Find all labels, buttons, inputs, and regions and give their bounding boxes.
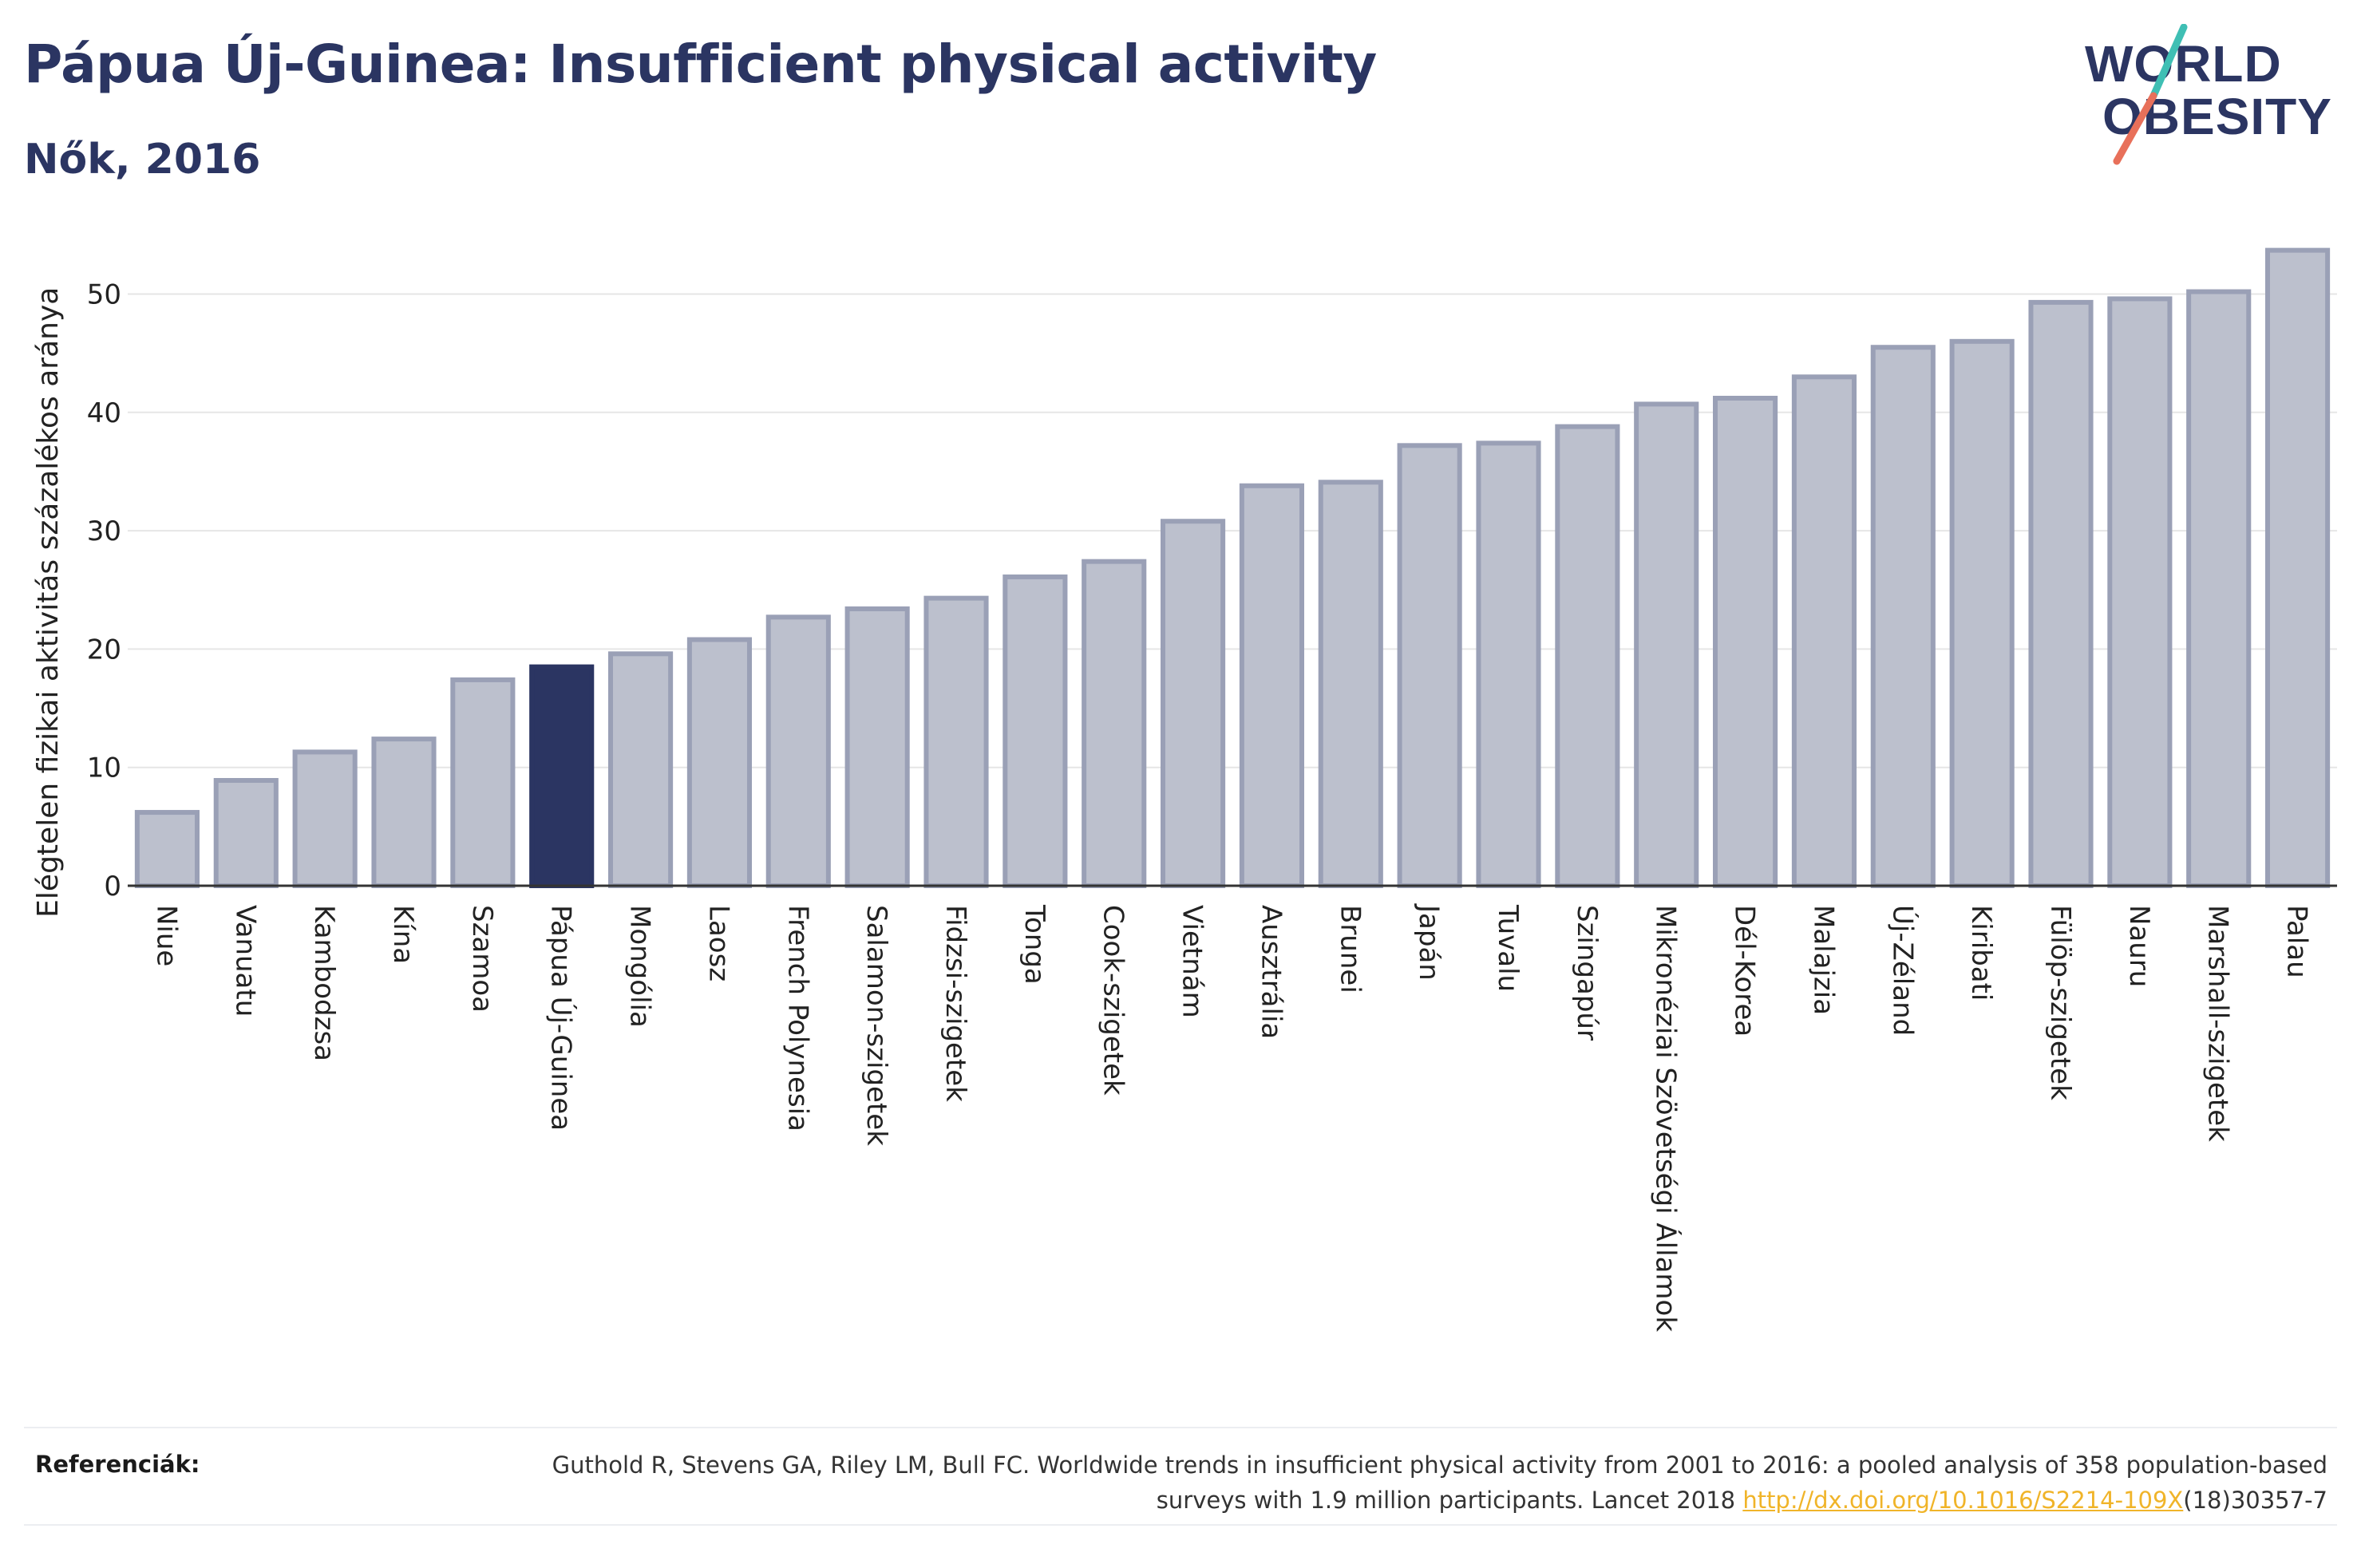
bar xyxy=(1239,483,1304,888)
bar xyxy=(292,749,358,889)
x-tick-label: Vanuatu xyxy=(229,905,261,1017)
x-tick-label: Fülöp-szigetek xyxy=(2044,905,2076,1100)
x-tick-label: Japán xyxy=(1413,903,1445,981)
x-tick-label: Laosz xyxy=(702,905,734,981)
logo-slash-bottom xyxy=(2113,92,2157,165)
y-tick-label: 0 xyxy=(104,871,121,902)
bar xyxy=(450,677,516,888)
bar xyxy=(923,595,989,888)
x-tick-label: Pápua Új-Guinea xyxy=(545,905,578,1131)
x-tick-label: Cook-szigetek xyxy=(1097,905,1129,1096)
x-tick-label: Brunei xyxy=(1334,905,1366,993)
x-tick-label: French Polynesia xyxy=(781,905,813,1132)
bar xyxy=(1870,345,1936,888)
x-tick-label: Új-Zéland xyxy=(1886,905,1919,1036)
x-tick-label: Kiribati xyxy=(1965,905,1997,1001)
reference-doi-link[interactable]: http://dx.doi.org/10.1016/S2214-109X xyxy=(1742,1487,2184,1514)
bar xyxy=(1318,480,1383,888)
references-text: Guthold R, Stevens GA, Riley LM, Bull FC… xyxy=(492,1448,2327,1518)
y-tick-label: 20 xyxy=(87,634,121,666)
chart-subtitle: Nők, 2016 xyxy=(24,136,261,184)
bar xyxy=(1161,519,1226,889)
bar xyxy=(213,778,279,888)
y-tick-label: 40 xyxy=(87,397,121,429)
y-tick-label: 30 xyxy=(87,515,121,547)
bar xyxy=(1791,374,1857,888)
x-tick-label: Salamon-szigetek xyxy=(860,905,892,1146)
bar xyxy=(2028,299,2094,889)
x-tick-label: Vietnám xyxy=(1177,905,1208,1018)
x-tick-label: Mongólia xyxy=(624,905,656,1028)
x-tick-label: Marshall-szigetek xyxy=(2202,905,2234,1142)
bar xyxy=(1003,574,1068,888)
x-tick-label: Palau xyxy=(2281,905,2313,978)
x-tick-label: Kambodzsa xyxy=(308,905,340,1061)
bar xyxy=(686,637,752,888)
x-tick-label: Niue xyxy=(150,905,182,966)
x-tick-label: Dél-Korea xyxy=(1729,905,1761,1037)
bar xyxy=(1949,338,2015,888)
bar xyxy=(1082,559,1147,889)
bar xyxy=(2186,289,2252,888)
bar xyxy=(1555,424,1620,888)
x-tick-label: Malajzia xyxy=(1807,905,1839,1015)
references-label: Referenciák: xyxy=(35,1451,200,1478)
bar-chart: 0 10 20 30 40 50 Elégtelen fizikai aktivitás s… xyxy=(32,247,2337,1332)
x-tick-label: Ausztrália xyxy=(1255,905,1287,1039)
x-tick-label: Kína xyxy=(387,905,419,964)
reference-citation: Guthold R, Stevens GA, Riley LM, Bull FC… xyxy=(552,1451,2327,1514)
x-tick-label: Szingapúr xyxy=(1571,905,1603,1041)
x-tick-label: Fidzsi-szigetek xyxy=(939,905,971,1102)
bar xyxy=(1397,443,1462,888)
x-tick-label: Szamoa xyxy=(466,905,498,1013)
bar xyxy=(844,606,910,889)
bar xyxy=(765,614,831,888)
bar-highlight xyxy=(529,664,595,889)
references-bottom-rule xyxy=(24,1524,2337,1526)
bar xyxy=(2265,247,2331,888)
logo-line1: WORLD xyxy=(2085,35,2282,93)
bar xyxy=(1476,440,1541,888)
bar xyxy=(1634,401,1699,888)
world-obesity-logo: WORLD OBESITY xyxy=(2085,24,2331,165)
bar xyxy=(371,737,437,888)
reference-suffix: (18)30357-7 xyxy=(2183,1487,2327,1514)
y-tick-label: 50 xyxy=(87,279,121,311)
logo-slash-top xyxy=(2149,24,2188,100)
bar xyxy=(134,810,200,889)
references-top-rule xyxy=(24,1427,2337,1428)
x-tick-label: Tuvalu xyxy=(1492,904,1524,992)
x-tick-label: Tonga xyxy=(1018,904,1050,985)
chart-title: Pápua Új-Guinea: Insufficient physical a… xyxy=(24,34,1377,95)
bar xyxy=(608,651,674,888)
x-tick-label: Nauru xyxy=(2123,905,2155,987)
y-tick-label: 10 xyxy=(87,752,121,784)
bar xyxy=(2107,296,2173,888)
bar xyxy=(1713,396,1778,888)
y-axis-label: Elégtelen fizikai aktivitás százalékos a… xyxy=(32,287,65,918)
x-tick-label: Mikronéziai Szövetségi Államok xyxy=(1650,905,1683,1332)
